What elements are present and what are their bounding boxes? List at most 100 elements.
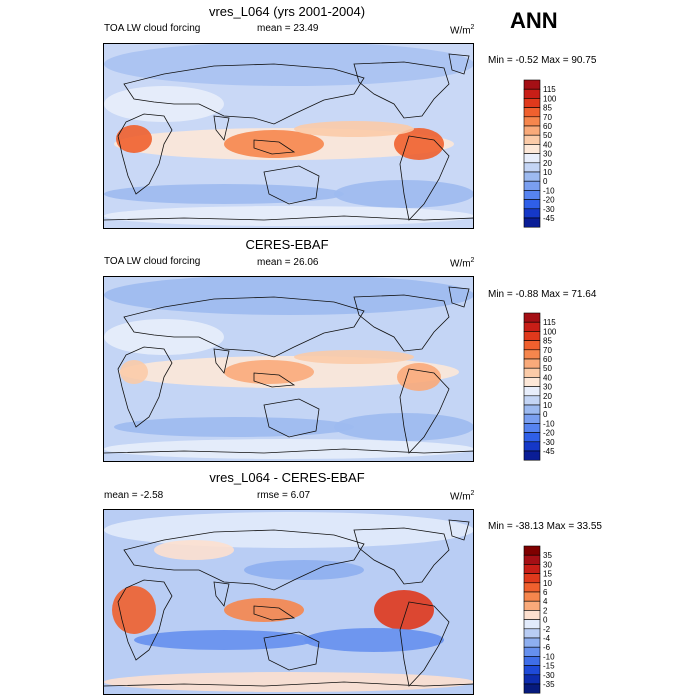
colorbar-box xyxy=(523,564,541,574)
field-region xyxy=(114,417,354,437)
colorbar-box xyxy=(523,646,541,657)
colorbar-label: 115 xyxy=(543,318,556,327)
field-region xyxy=(134,630,314,650)
field-region xyxy=(116,125,152,153)
colorbar-box xyxy=(523,619,541,630)
coastline xyxy=(263,398,320,438)
colorbar-label: -6 xyxy=(543,643,551,652)
coastline xyxy=(104,215,473,221)
panel-2-left-label: TOA LW cloud forcing xyxy=(104,256,201,267)
coastline xyxy=(117,579,173,661)
colorbar-box xyxy=(523,190,541,200)
coastline xyxy=(213,348,230,374)
colorbar-box xyxy=(523,413,541,424)
panel-3-mean: mean = -2.58 xyxy=(104,490,164,501)
field-region xyxy=(224,130,324,158)
colorbar-label: -4 xyxy=(543,634,551,643)
colorbar-label: 40 xyxy=(543,140,552,149)
colorbar-box xyxy=(523,591,541,602)
field-region xyxy=(104,277,473,315)
units-base: W/m xyxy=(450,25,471,37)
colorbar-box xyxy=(523,312,541,323)
colorbar-label: 35 xyxy=(543,551,552,560)
colorbar-box xyxy=(523,432,541,443)
colorbar-box xyxy=(523,656,541,666)
coastline xyxy=(117,113,173,195)
panel-3-minmax: Min = -38.13 Max = 33.55 xyxy=(488,521,602,532)
colorbar-box xyxy=(523,441,541,452)
colorbar-label: 60 xyxy=(543,122,552,131)
panel-2-mean: mean = 26.06 xyxy=(257,257,319,268)
colorbar-label: -30 xyxy=(543,205,555,214)
coastline xyxy=(399,368,450,454)
colorbar-label: 85 xyxy=(543,104,552,113)
field-region xyxy=(304,628,444,652)
colorbar-box xyxy=(523,134,541,145)
colorbar-box xyxy=(523,162,541,173)
panel-3-rmse: rmse = 6.07 xyxy=(257,490,311,501)
colorbar-label: 30 xyxy=(543,150,552,159)
coastline xyxy=(353,294,450,352)
panel-2-minmax: Min = -0.88 Max = 71.64 xyxy=(488,289,597,300)
colorbar-label: 0 xyxy=(543,410,548,419)
field-region xyxy=(334,413,473,441)
colorbar-label: 70 xyxy=(543,346,552,355)
coastline xyxy=(448,519,470,541)
coastline xyxy=(213,115,230,141)
colorbar-box xyxy=(523,171,541,182)
colorbar-box xyxy=(523,208,541,219)
colorbar-label: 20 xyxy=(543,392,552,401)
field-region xyxy=(294,121,414,137)
field-region xyxy=(154,540,234,560)
units-exp: 2 xyxy=(470,24,475,31)
season-label: ANN xyxy=(510,8,558,33)
colorbar-label: 30 xyxy=(543,383,552,392)
colorbar-box xyxy=(523,665,541,676)
colorbar-box xyxy=(523,180,541,191)
colorbar-box xyxy=(523,116,541,127)
colorbar-label: -10 xyxy=(543,652,555,661)
colorbar-box xyxy=(523,377,541,387)
colorbar-box xyxy=(523,600,541,611)
field-region xyxy=(104,86,224,122)
panel-2-units: W/m2 xyxy=(450,257,474,269)
field-region xyxy=(104,439,473,459)
field-region xyxy=(120,360,148,384)
panel-3-map xyxy=(103,509,474,695)
colorbar-box xyxy=(523,331,541,341)
colorbar-box xyxy=(523,386,541,397)
colorbar-label: -30 xyxy=(543,438,555,447)
colorbar-label: -20 xyxy=(543,429,555,438)
colorbar-label: 85 xyxy=(543,337,552,346)
panel-1-title: vres_L064 (yrs 2001-2004) xyxy=(208,4,366,19)
field-region xyxy=(104,206,473,226)
colorbar-box xyxy=(523,340,541,351)
units-exp: 2 xyxy=(470,257,475,264)
coastline xyxy=(123,529,365,591)
panel-1-mean: mean = 23.49 xyxy=(257,23,319,34)
colorbar-label: -15 xyxy=(543,662,555,671)
field-region xyxy=(112,586,156,634)
coastline xyxy=(448,53,470,75)
coastline xyxy=(253,605,296,621)
colorbar-box xyxy=(523,107,541,118)
field-region xyxy=(224,598,304,622)
field-region xyxy=(224,360,314,384)
units-exp: 2 xyxy=(470,490,475,497)
panel-2-map xyxy=(103,276,474,462)
coastline xyxy=(399,135,450,221)
colorbar-box xyxy=(523,683,541,694)
field-region xyxy=(397,363,441,391)
field-region xyxy=(374,590,434,630)
colorbar-box xyxy=(523,582,541,593)
colorbar-label: 40 xyxy=(543,373,552,382)
field-region xyxy=(104,184,344,204)
colorbar-box xyxy=(523,144,541,154)
colorbar-box xyxy=(523,545,541,556)
colorbar-label: 10 xyxy=(543,401,552,410)
colorbar-label: 70 xyxy=(543,113,552,122)
colorbar-label: -30 xyxy=(543,671,555,680)
coastline xyxy=(123,63,365,125)
colorbar-label: 50 xyxy=(543,131,552,140)
field-region xyxy=(334,180,473,208)
